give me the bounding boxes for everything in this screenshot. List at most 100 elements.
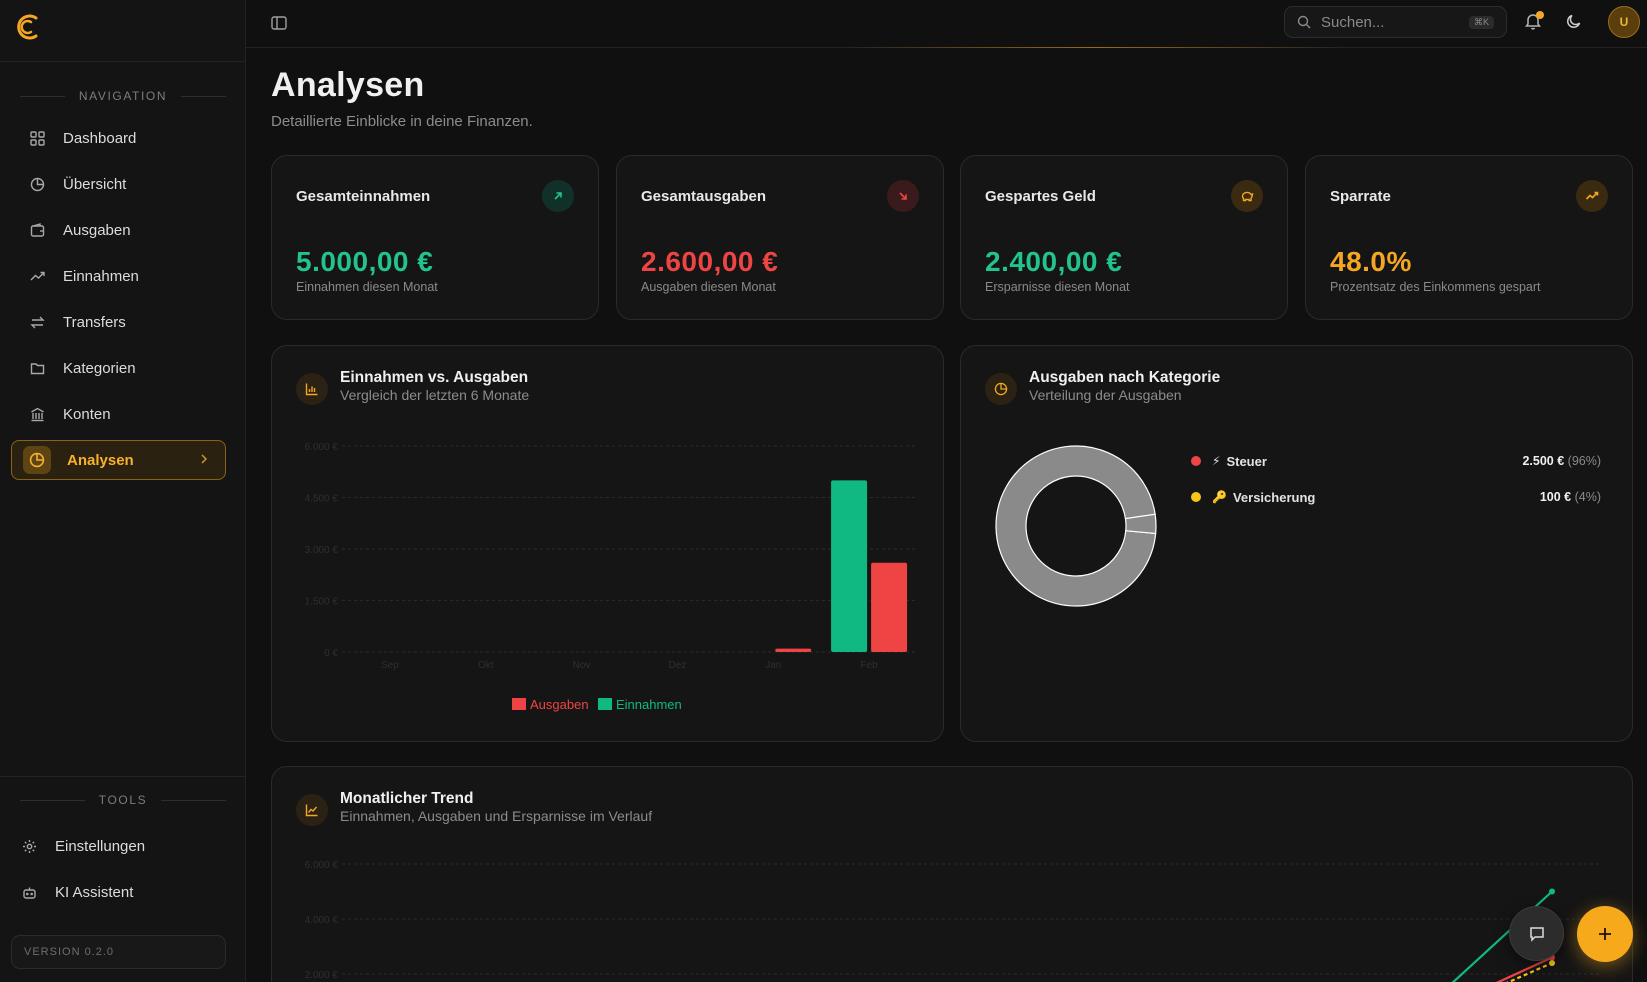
sidebar-item-label: Transfers	[63, 313, 126, 331]
y-tick-label: 0 €	[324, 648, 338, 659]
bar-chart-icon	[296, 373, 328, 405]
y-tick-label: 6.000 €	[305, 442, 339, 453]
trending-up-icon	[1576, 180, 1608, 212]
legend-dot	[1191, 492, 1201, 502]
legend-amount: 2.500 € (96%)	[1522, 454, 1601, 468]
line-chart-icon	[296, 794, 328, 826]
topbar-accent-line	[846, 47, 1346, 48]
tool-item-label: KI Assistent	[55, 883, 134, 901]
y-tick-label: 6.000 €	[305, 860, 339, 871]
panel-title: Ausgaben nach Kategorie	[1029, 369, 1221, 386]
arrow-down-right-icon	[887, 180, 919, 212]
x-tick-label: Sep	[381, 660, 399, 671]
monthly-trend-line-chart: 6.000 € 4.000 € 2.000 €	[305, 860, 1602, 982]
stat-card-expenses: Gesamtausgaben 2.600,00 € Ausgaben diese…	[616, 155, 944, 320]
search-box[interactable]: ⌘K	[1284, 6, 1507, 38]
sidebar-item-analysen[interactable]: Analysen	[11, 440, 226, 480]
sidebar-item-uebersicht[interactable]: Übersicht	[11, 164, 226, 204]
sidebar-item-ki-assistent[interactable]: KI Assistent	[11, 872, 226, 912]
legend-swatch-ausgaben	[512, 698, 526, 710]
stat-card-savings: Gespartes Geld 2.400,00 € Ersparnisse di…	[960, 155, 1288, 320]
sidebar-divider	[0, 61, 246, 62]
add-transaction-button[interactable]	[1577, 906, 1633, 962]
stat-card-income: Gesamteinnahmen 5.000,00 € Einnahmen die…	[271, 155, 599, 320]
income-expense-bar-chart: 0 € 1.500 € 3.000 € 4.500 € 6.000 € Sep Okt Nov…	[305, 442, 917, 712]
chat-icon	[1529, 926, 1544, 942]
bot-icon	[21, 884, 37, 900]
sidebar-toggle-icon[interactable]	[270, 14, 288, 32]
chat-button[interactable]	[1509, 906, 1564, 961]
donut-slice-versicherung	[1124, 513, 1157, 535]
sidebar-item-label: Konten	[63, 405, 111, 423]
donut-slice-steuer	[995, 445, 1157, 607]
stat-value: 5.000,00 €	[296, 246, 434, 277]
chevron-right-icon	[197, 452, 211, 470]
panel-subtitle: Einnahmen, Ausgaben und Ersparnisse im V…	[340, 808, 653, 824]
category-legend-item[interactable]: ⚡ Steuer 2.500 € (96%)	[1191, 451, 1601, 471]
pie-icon	[23, 446, 51, 474]
stat-value: 48.0%	[1330, 246, 1412, 277]
nav-section-label: NAVIGATION	[20, 89, 226, 103]
trend-line-ersparnisse	[1506, 961, 1553, 982]
stat-title: Gesamteinnahmen	[296, 188, 431, 205]
arrow-up-right-icon	[542, 180, 574, 212]
sidebar-item-label: Übersicht	[63, 175, 127, 193]
stat-subtitle: Ersparnisse diesen Monat	[985, 280, 1130, 294]
sidebar-item-kategorien[interactable]: Kategorien	[11, 348, 226, 388]
sidebar-item-label: Kategorien	[63, 359, 136, 377]
panel-subtitle: Vergleich der letzten 6 Monate	[340, 387, 530, 403]
legend-amount-value: 2.500 €	[1522, 454, 1565, 468]
stat-value: 2.400,00 €	[985, 246, 1123, 277]
search-input[interactable]	[1321, 13, 1461, 31]
y-tick-label: 2.000 €	[305, 970, 339, 981]
sidebar-item-dashboard[interactable]: Dashboard	[11, 118, 226, 158]
avatar[interactable]: U	[1608, 6, 1640, 38]
sidebar-item-konten[interactable]: Konten	[11, 394, 226, 434]
sidebar: NAVIGATION Dashboard Übersicht Ausgaben …	[0, 0, 246, 982]
legend-swatch-einnahmen	[598, 698, 612, 710]
category-donut-chart	[995, 445, 1157, 607]
legend-amount-pct: (4%)	[1574, 490, 1601, 504]
legend-name: Steuer	[1226, 453, 1267, 469]
notification-dot	[1536, 11, 1544, 19]
wallet-icon	[29, 222, 45, 238]
stat-value: 2.600,00 €	[641, 246, 779, 277]
panel-subtitle: Verteilung der Ausgaben	[1029, 387, 1182, 403]
stat-subtitle: Prozentsatz des Einkommens gespart	[1330, 280, 1541, 294]
trend-line-ausgaben	[1495, 956, 1553, 982]
stat-title: Gesamtausgaben	[641, 188, 767, 205]
plus-icon	[1599, 928, 1611, 940]
topbar: ⌘K U	[246, 0, 1647, 48]
category-legend-item[interactable]: 🔑 Versicherung 100 € (4%)	[1191, 487, 1601, 507]
x-tick-label: Jan	[765, 660, 781, 671]
legend-label-einnahmen: Einnahmen	[616, 697, 682, 712]
legend-amount-value: 100 €	[1539, 490, 1572, 504]
category-panel: Ausgaben nach Kategorie Verteilung der A…	[960, 345, 1633, 742]
sidebar-item-einstellungen[interactable]: Einstellungen	[11, 826, 226, 866]
stat-title: Sparrate	[1330, 188, 1391, 205]
bar-ausgaben	[871, 562, 908, 652]
search-icon	[1297, 15, 1311, 29]
moon-icon[interactable]	[1565, 12, 1583, 30]
stat-title: Gespartes Geld	[985, 188, 1096, 205]
sidebar-item-einnahmen[interactable]: Einnahmen	[11, 256, 226, 296]
sidebar-item-transfers[interactable]: Transfers	[11, 302, 226, 342]
tool-item-label: Einstellungen	[55, 837, 146, 855]
trend-point-einnahmen	[1549, 888, 1555, 895]
bolt-icon: ⚡	[1212, 454, 1221, 468]
app-logo[interactable]	[12, 10, 42, 44]
x-tick-label: Nov	[573, 660, 591, 671]
bar-ausgaben	[775, 648, 812, 652]
panel-title: Monatlicher Trend	[340, 790, 474, 807]
sidebar-item-label: Analysen	[67, 451, 134, 469]
bell-icon[interactable]	[1523, 11, 1543, 31]
sidebar-item-label: Dashboard	[63, 129, 137, 147]
folder-icon	[29, 360, 45, 376]
sidebar-item-ausgaben[interactable]: Ausgaben	[11, 210, 226, 250]
gear-icon	[21, 838, 37, 854]
legend-amount-pct: (96%)	[1567, 454, 1601, 468]
pie-icon	[29, 176, 45, 192]
pie-icon	[985, 373, 1017, 405]
bank-icon	[29, 406, 45, 422]
x-tick-label: Okt	[478, 660, 494, 671]
